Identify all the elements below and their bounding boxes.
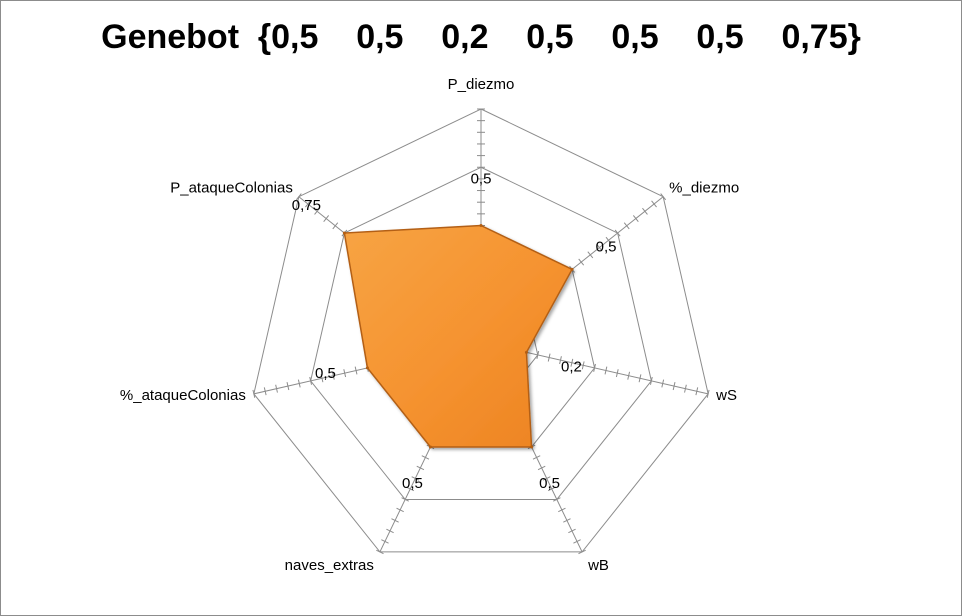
axis-tick (559, 356, 562, 365)
axis-tick (627, 371, 631, 380)
axis-tick (332, 222, 339, 230)
axis-tick (376, 549, 384, 555)
axis-tick (547, 486, 556, 492)
axis-tick (649, 376, 653, 385)
axis-tick (638, 374, 642, 383)
axis-tick (661, 379, 665, 388)
axis-tick (323, 215, 330, 222)
axis-label: naves_extras (285, 557, 374, 574)
axis-tick (537, 465, 546, 471)
axis-tick (406, 486, 415, 492)
axis-tick (381, 539, 389, 544)
axis-tick (684, 384, 687, 393)
axis-tick (532, 455, 541, 460)
axis-tick (605, 236, 612, 244)
axis-tick (596, 244, 603, 252)
value-label: 0,5 (471, 171, 492, 188)
axis-tick (632, 215, 639, 222)
axis-tick (604, 366, 608, 375)
axis-tick (563, 518, 571, 523)
axis-tick (386, 528, 394, 534)
data-point (365, 366, 369, 370)
axis-tick (320, 374, 324, 383)
axis-tick (331, 371, 335, 380)
data-point (530, 445, 534, 449)
axis-tick (558, 507, 566, 513)
axis-tick (263, 387, 267, 396)
axis-tick (706, 389, 710, 398)
axis-tick (573, 539, 581, 544)
chart-title: Genebot {0,5 0,5 0,2 0,5 0,5 0,5 0,75} (101, 18, 861, 56)
axis-tick (536, 350, 540, 359)
axis-tick (651, 200, 657, 208)
axis-tick (391, 518, 399, 523)
axis-tick (305, 200, 311, 208)
axis-tick (343, 369, 347, 378)
axis-tick (411, 476, 420, 481)
axis-label: %_ataqueColonias (120, 387, 246, 404)
axis-tick (660, 193, 667, 201)
axis-tick (570, 358, 574, 367)
axis-tick (623, 222, 630, 230)
axis-label: P_diezmo (448, 76, 515, 93)
value-label: 0,75 (292, 197, 321, 214)
grid-ring (253, 108, 709, 553)
axis-tick (695, 387, 699, 396)
grid-ring (310, 166, 652, 500)
axis-tick (593, 363, 596, 372)
axis-tick (286, 382, 290, 391)
axis-tick (396, 507, 404, 513)
axis-tick (314, 207, 320, 215)
axis-tick (642, 207, 648, 215)
data-point (342, 231, 346, 235)
axis-tick (553, 497, 561, 502)
value-label: 0,5 (539, 475, 560, 492)
axis-tick (275, 384, 278, 393)
value-label: 0,5 (315, 365, 336, 382)
value-label: 0,2 (561, 358, 582, 375)
axis-tick (421, 455, 430, 460)
axis-tick (295, 193, 302, 201)
axis-label: P_ataqueColonias (170, 180, 293, 197)
series-area (343, 224, 574, 448)
axis-tick (578, 258, 585, 266)
axis-tick (416, 465, 425, 471)
axis-tick (615, 369, 619, 378)
data-point (524, 350, 528, 354)
axis-tick (297, 379, 301, 388)
axis-tick (581, 361, 585, 370)
axis-tick (547, 353, 551, 362)
axis-tick (614, 229, 621, 237)
axis-label: wB (587, 557, 609, 574)
axis-tick (309, 376, 313, 385)
axis-tick (578, 549, 586, 555)
axis-tick (542, 476, 551, 481)
axis-tick (401, 497, 409, 502)
value-label: 0,5 (596, 238, 617, 255)
axis-tick (587, 251, 594, 259)
value-label: 0,5 (402, 475, 423, 492)
axis-label: wS (715, 387, 737, 404)
data-point (479, 224, 483, 227)
axis-label: %_diezmo (669, 180, 739, 197)
data-point (570, 267, 574, 271)
axis-tick (354, 366, 358, 375)
axis-tick (672, 382, 676, 391)
axis-tick (252, 389, 256, 398)
data-point (428, 445, 432, 449)
axis-tick (568, 528, 576, 534)
